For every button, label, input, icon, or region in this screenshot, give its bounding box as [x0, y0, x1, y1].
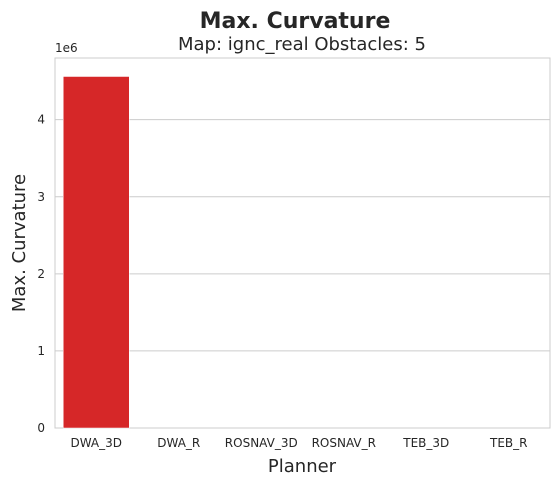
- chart-suptitle: Max. Curvature: [200, 9, 391, 34]
- x-axis-label: Planner: [268, 456, 337, 477]
- y-tick-label: 1: [37, 344, 45, 358]
- y-tick-label: 4: [37, 113, 45, 127]
- y-tick-label: 2: [37, 267, 45, 281]
- x-tick-label: TEB_3D: [402, 436, 449, 450]
- x-tick-label: TEB_R: [489, 436, 527, 450]
- y-tick-label: 0: [37, 421, 45, 435]
- y-axis-label: Max. Curvature: [9, 174, 30, 312]
- x-tick-label: DWA_R: [157, 436, 200, 450]
- x-tick-label: ROSNAV_3D: [225, 436, 298, 450]
- bars: [63, 76, 130, 429]
- y-scale-offset-label: 1e6: [55, 41, 78, 55]
- x-tick-label: ROSNAV_R: [312, 436, 376, 450]
- x-tick-label: DWA_3D: [70, 436, 122, 450]
- y-tick-label: 3: [37, 190, 45, 204]
- plot-area-frame: [54, 57, 551, 429]
- y-tick-labels: 0 1 2 3 4: [37, 113, 45, 435]
- chart-title: Map: ignc_real Obstacles: 5: [178, 34, 426, 55]
- bar: [63, 76, 130, 429]
- x-tick-labels: DWA_3D DWA_R ROSNAV_3D ROSNAV_R TEB_3D TEB_R: [70, 436, 527, 450]
